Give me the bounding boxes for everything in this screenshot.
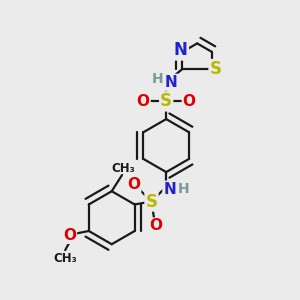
Text: O: O xyxy=(183,94,196,109)
Text: N: N xyxy=(174,41,188,59)
Text: O: O xyxy=(63,228,76,243)
Text: O: O xyxy=(137,94,150,109)
Text: H: H xyxy=(178,182,190,196)
Text: CH₃: CH₃ xyxy=(53,252,77,265)
Text: O: O xyxy=(127,177,140,192)
Text: S: S xyxy=(146,193,158,211)
Text: H: H xyxy=(152,72,163,86)
Text: S: S xyxy=(160,92,172,110)
Text: N: N xyxy=(165,75,178,90)
Text: S: S xyxy=(209,60,221,78)
Text: N: N xyxy=(164,182,176,197)
Text: O: O xyxy=(149,218,162,233)
Text: CH₃: CH₃ xyxy=(112,162,135,175)
